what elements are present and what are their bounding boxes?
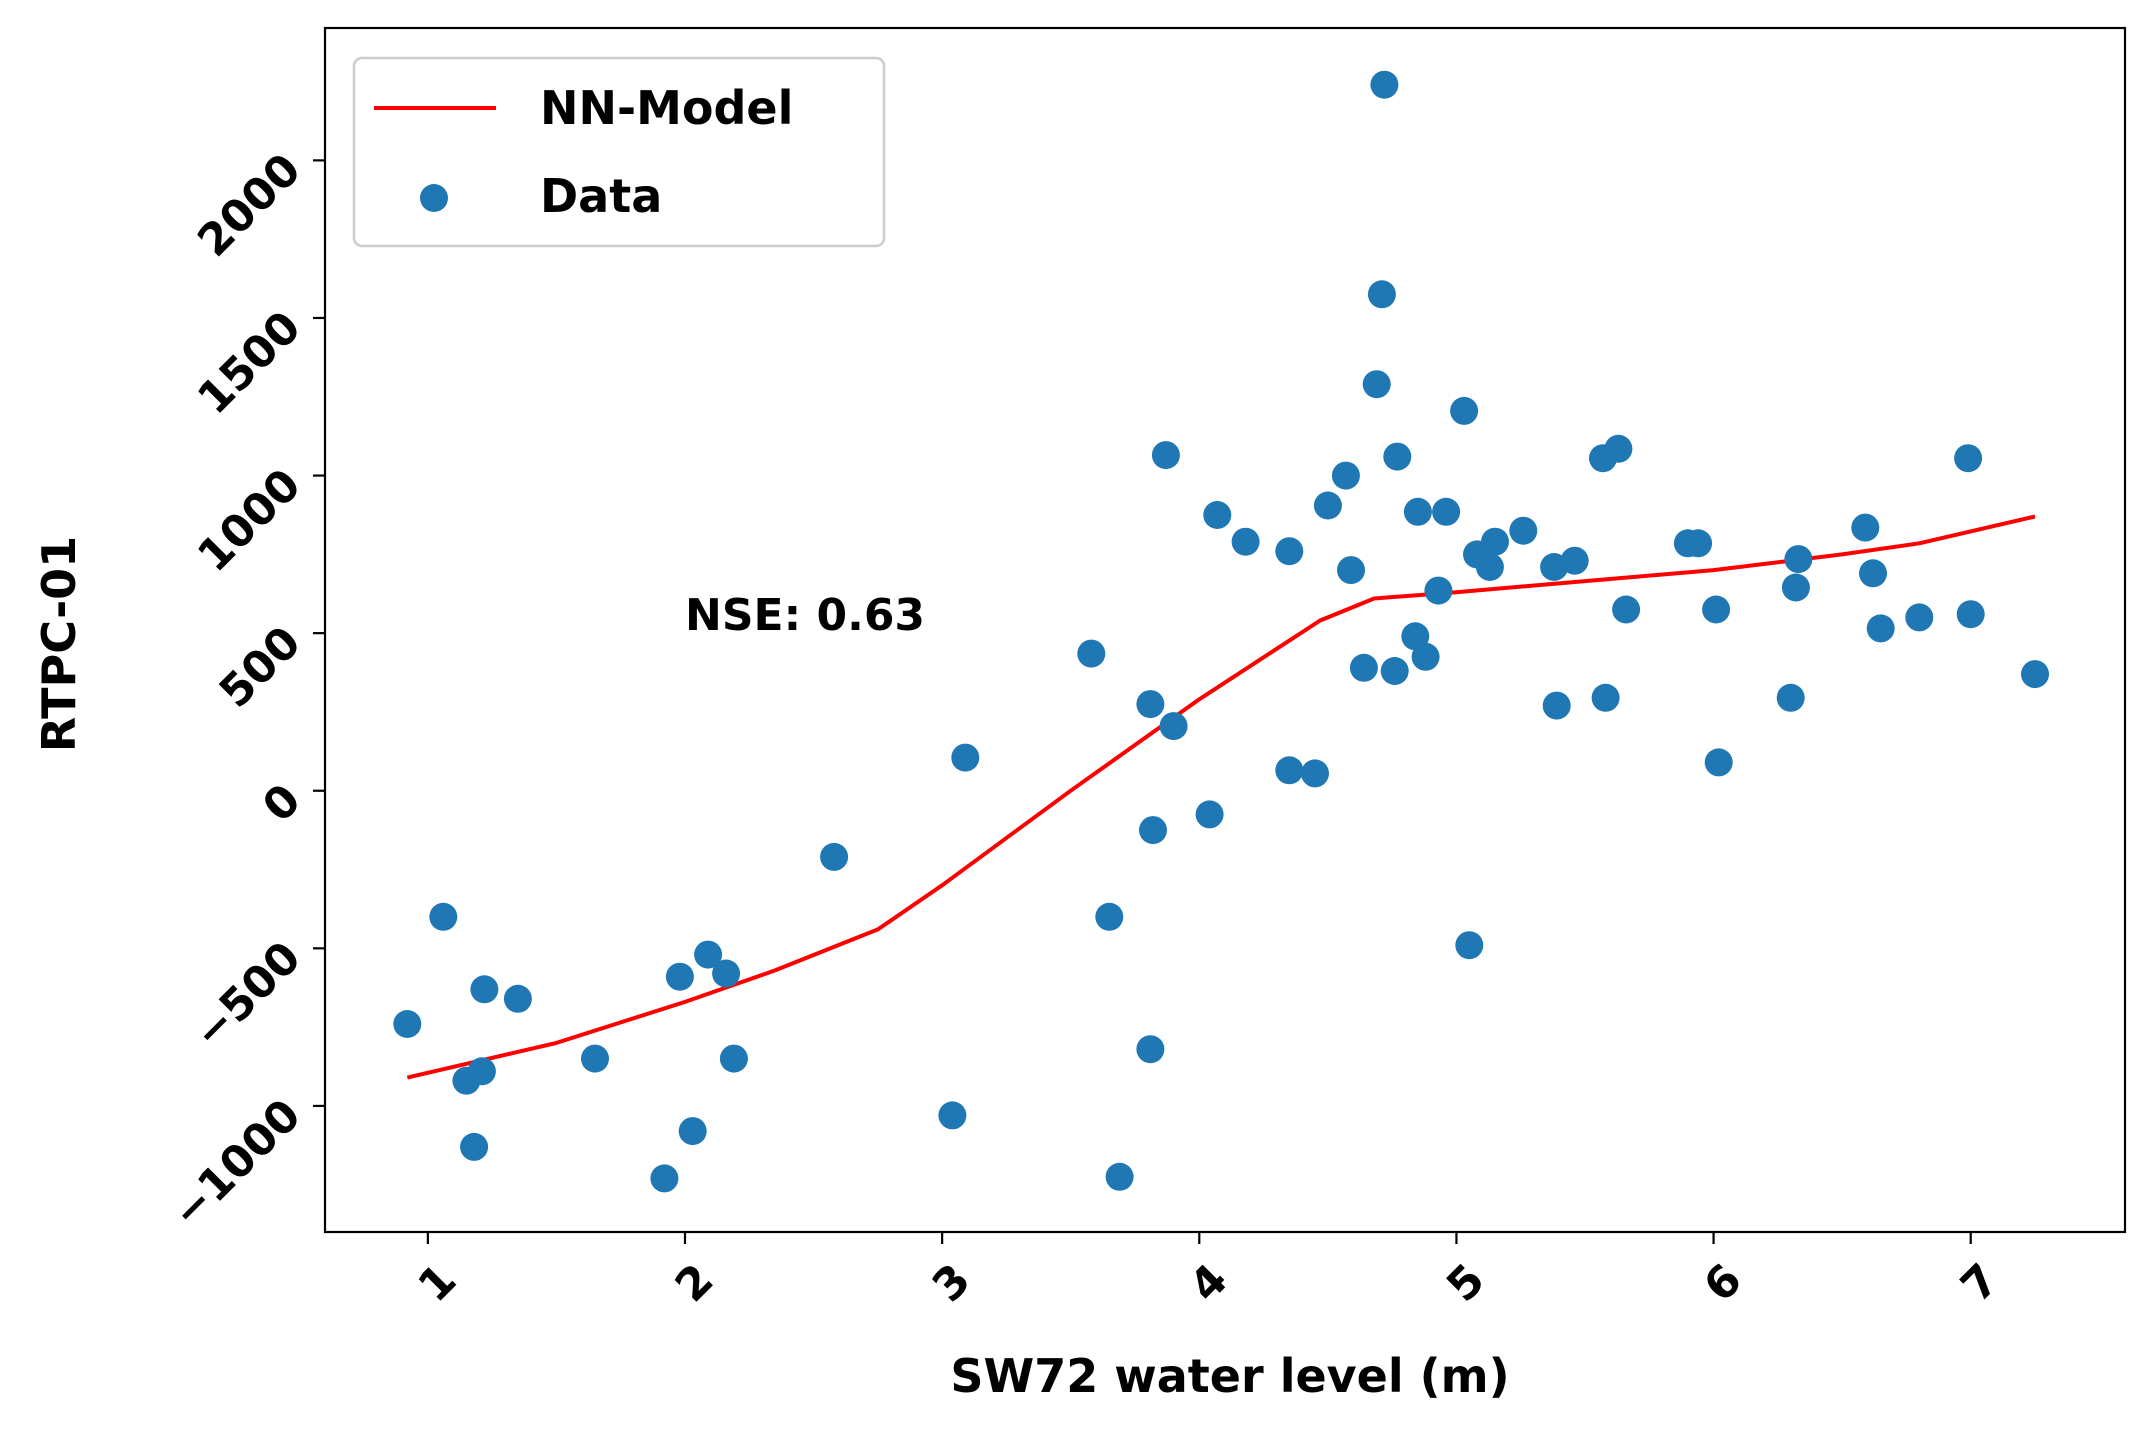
data-point <box>470 975 499 1004</box>
data-point <box>1349 653 1378 682</box>
data-point <box>1331 461 1360 490</box>
data-point <box>1370 70 1399 99</box>
data-point <box>1591 683 1620 712</box>
data-point <box>1475 553 1504 581</box>
data-point <box>393 1010 422 1038</box>
data-point <box>1604 434 1633 463</box>
data-point <box>1380 657 1409 685</box>
data-point <box>1702 595 1731 624</box>
data-point <box>503 984 532 1013</box>
data-point <box>1139 816 1167 845</box>
legend-marker-swatch <box>420 184 448 212</box>
data-point <box>460 1132 489 1161</box>
y-axis-label: RTPC-01 <box>32 536 86 752</box>
axes-frame <box>323 26 2127 1234</box>
data-point <box>1095 902 1124 931</box>
data-point <box>1275 756 1304 785</box>
data-point <box>1866 614 1895 643</box>
data-point <box>678 1117 707 1146</box>
data-point <box>1781 573 1810 602</box>
data-point <box>650 1164 679 1193</box>
data-point <box>719 1044 748 1073</box>
legend-box <box>352 56 886 248</box>
data-point <box>1776 683 1805 712</box>
x-axis-label: SW72 water level (m) <box>950 1349 1509 1403</box>
data-point <box>1612 595 1641 624</box>
data-point <box>1509 516 1538 545</box>
data-point <box>1275 537 1304 566</box>
data-point <box>1784 545 1813 574</box>
data-point <box>1905 603 1934 632</box>
data-points-layer <box>393 70 2049 1193</box>
data-point <box>1203 501 1232 529</box>
data-point <box>1195 800 1224 829</box>
data-point <box>1362 370 1391 399</box>
data-point <box>951 743 980 772</box>
data-point <box>1159 712 1188 741</box>
data-point <box>1560 546 1589 575</box>
data-point <box>1151 441 1180 470</box>
data-point <box>1956 600 1985 629</box>
data-point <box>1859 559 1887 588</box>
data-point <box>2021 660 2049 689</box>
data-point <box>1542 691 1571 720</box>
data-point <box>429 902 458 931</box>
data-point <box>1301 759 1329 788</box>
nse-annotation: NSE: 0.63 <box>685 590 925 641</box>
data-point <box>1455 931 1484 960</box>
data-point <box>1367 280 1396 309</box>
data-point <box>694 940 723 969</box>
data-point <box>1313 491 1342 520</box>
data-point <box>1450 396 1479 425</box>
data-point <box>1403 497 1432 526</box>
data-point <box>1383 442 1412 471</box>
data-point <box>1105 1162 1134 1191</box>
data-point <box>665 962 694 991</box>
data-point <box>1411 642 1440 671</box>
data-point <box>712 959 741 988</box>
data-point <box>820 842 849 871</box>
legend: NN-Model Data <box>352 56 886 248</box>
legend-label-nn-model: NN-Model <box>540 81 793 135</box>
data-point <box>1432 497 1461 526</box>
data-point <box>1231 527 1260 556</box>
data-point <box>467 1057 496 1086</box>
data-point <box>938 1101 967 1130</box>
data-point <box>1136 1035 1165 1064</box>
data-point <box>581 1044 609 1073</box>
legend-label-data: Data <box>540 169 662 223</box>
data-point <box>1481 527 1509 556</box>
data-point <box>1077 639 1106 668</box>
data-point <box>1684 529 1713 558</box>
data-point <box>1704 748 1733 777</box>
data-point <box>1851 513 1880 542</box>
data-point <box>1136 690 1165 719</box>
data-point <box>1954 444 1983 473</box>
data-point <box>1424 576 1453 605</box>
data-point <box>1337 556 1365 585</box>
